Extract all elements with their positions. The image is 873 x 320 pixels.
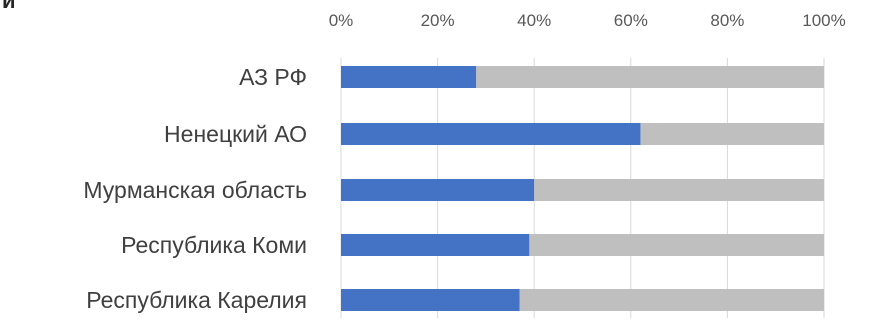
category-label: Мурманская область (83, 177, 307, 203)
bar-series-1 (341, 289, 520, 311)
bar-series-1 (341, 123, 641, 145)
bar-series-1 (341, 179, 535, 201)
category-labels: АЗ РФ Ненецкий АО Мурманская область Респуб… (83, 64, 307, 313)
bar-series-2 (534, 179, 824, 201)
bar-series-2 (476, 66, 824, 88)
category-label: Республика Карелия (86, 287, 307, 313)
x-tick-label: 80% (710, 11, 744, 30)
x-tick-label: 60% (614, 11, 648, 30)
bar-series-2 (529, 234, 824, 256)
category-label: Республика Коми (121, 232, 307, 258)
chart-title-clipped: й (2, 0, 16, 13)
bars (341, 66, 824, 311)
bar-series-1 (341, 66, 477, 88)
x-tick-label: 20% (421, 11, 455, 30)
x-tick-label: 100% (802, 11, 845, 30)
bar-series-2 (519, 289, 824, 311)
bar-series-1 (341, 234, 530, 256)
x-axis-ticks: 0% 20% 40% 60% 80% 100% (329, 11, 846, 30)
category-label: АЗ РФ (239, 64, 307, 90)
x-tick-label: 0% (329, 11, 354, 30)
bar-series-2 (640, 123, 824, 145)
category-label: Ненецкий АО (164, 121, 307, 147)
x-tick-label: 40% (517, 11, 551, 30)
